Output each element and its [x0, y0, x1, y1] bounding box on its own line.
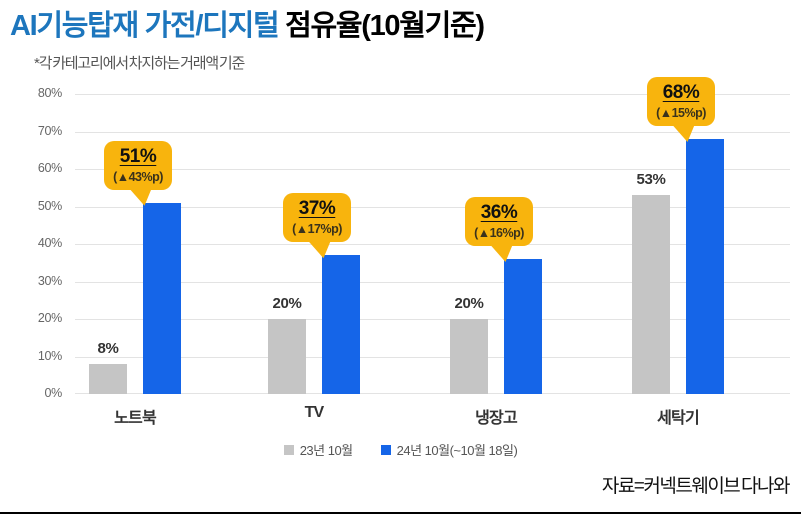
gridline [75, 319, 790, 320]
gridline [75, 281, 790, 283]
gridline [75, 393, 790, 394]
callout-value: 68% [662, 82, 700, 103]
callout-delta: (▲15%p) [656, 106, 706, 120]
callout-delta: (▲43%p) [113, 169, 163, 184]
callout-bubble: 51% (▲43%p) [104, 140, 172, 206]
y-tick-label: 70% [37, 123, 62, 138]
bar-group: 8% 51% (▲43%p) 노트북 [89, 94, 181, 427]
page-title: AI기능탑재 가전/디지털 점유율(10월기준) [10, 2, 485, 44]
bar-2024 [504, 259, 542, 394]
callout: 68% (▲15%p) [647, 77, 715, 142]
legend-swatch [380, 444, 391, 455]
category-label: 노트북 [114, 410, 157, 427]
bar-2024 [686, 139, 724, 394]
callout: 36% (▲16%p) [465, 197, 533, 262]
category-label: 세탁기 [657, 410, 700, 427]
bar-group: 20% 36% (▲16%p) 냉장고 [450, 94, 542, 427]
callout-value: 37% [298, 198, 336, 220]
callout-delta: (▲16%p) [474, 226, 524, 240]
callout-value: 36% [480, 202, 518, 223]
title-rest: 점유율(10월기준) [278, 10, 485, 42]
legend: 23년 10월 24년 10월(~10월 18일) [0, 440, 801, 459]
legend-item: 23년 10월 [283, 440, 353, 459]
callout: 37% (▲17%p) [283, 193, 351, 259]
bar-group: 20% 37% (▲17%p) TV [268, 94, 360, 421]
callout-bubble: 68% (▲15%p) [647, 77, 715, 142]
bar-value-label: 20% [454, 295, 484, 312]
legend-item: 24년 10월(~10월 18일) [380, 440, 518, 459]
bar-2023 [450, 319, 488, 394]
y-tick-label: 30% [37, 273, 62, 288]
y-tick-label: 80% [37, 86, 62, 100]
bar-value-label: 8% [97, 340, 119, 357]
y-tick-label: 10% [37, 348, 62, 363]
bar-value-label: 53% [636, 171, 666, 189]
callout-value: 51% [119, 145, 157, 167]
callout-delta: (▲17%p) [292, 222, 342, 237]
bottom-divider [0, 512, 801, 514]
category-label: TV [304, 404, 325, 421]
category-label: 냉장고 [475, 410, 518, 427]
gridline [75, 356, 790, 358]
gridline [75, 169, 790, 170]
legend-swatch [283, 444, 294, 455]
title-highlight: AI기능탑재 가전/디지털 [10, 10, 280, 42]
legend-label: 24년 10월(~10월 18일) [396, 443, 518, 458]
gridline [75, 94, 790, 95]
y-tick-label: 40% [37, 236, 62, 250]
bar-2023 [632, 195, 670, 394]
gridline [75, 206, 790, 208]
y-tick-label: 50% [37, 198, 62, 213]
y-axis: 80% 70% 60% 50% 40% 30% 20% 10% 0% [12, 86, 62, 400]
y-tick-label: 0% [44, 386, 63, 400]
callout-bubble: 36% (▲16%p) [465, 197, 533, 262]
legend-label: 23년 10월 [299, 443, 353, 458]
bar-value-label: 20% [272, 295, 302, 312]
bar-2023 [89, 364, 127, 394]
plot-area: 8% 51% (▲43%p) 노트북 20% 37% (▲17%p) TV 20% 36% (▲16… [75, 77, 790, 427]
bar-2024 [322, 255, 360, 394]
callout: 51% (▲43%p) [104, 140, 172, 206]
chart-subtitle: *각 카테고리에서 차지하는 거래액 기준 [34, 55, 245, 72]
y-tick-label: 20% [37, 311, 62, 325]
bar-group: 53% 68% (▲15%p) 세탁기 [632, 77, 724, 427]
source-credit: 자료=커넥트웨이브 다나와 [601, 476, 791, 497]
gridline [75, 131, 790, 133]
bar-2024 [143, 202, 181, 394]
bar-2023 [268, 319, 306, 394]
callout-bubble: 37% (▲17%p) [283, 193, 351, 259]
gridline [75, 244, 790, 245]
y-tick-label: 60% [37, 161, 62, 175]
